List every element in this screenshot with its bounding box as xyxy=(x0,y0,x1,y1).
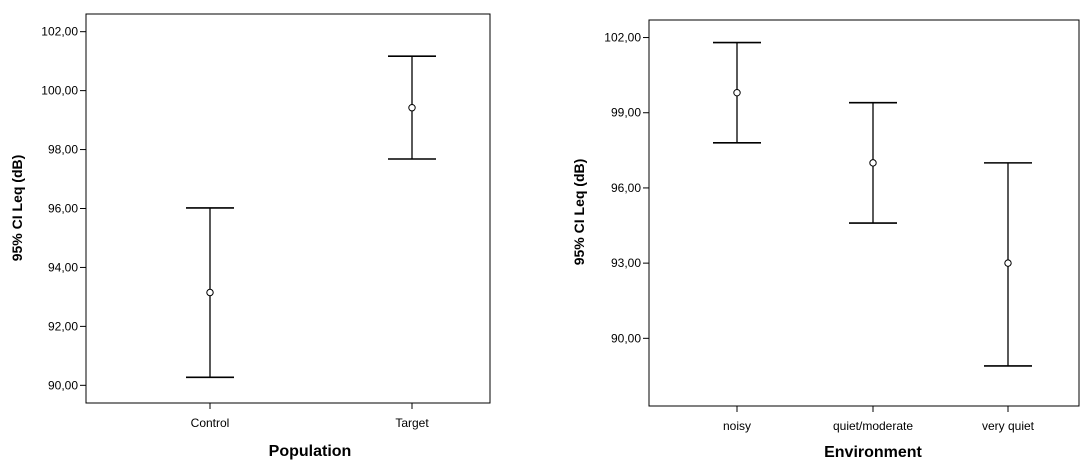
mean-point xyxy=(206,288,214,297)
y-tick-label: 102,00 xyxy=(604,31,641,45)
y-tick-label: 92,00 xyxy=(48,319,78,333)
x-axis-label: Population xyxy=(269,443,352,460)
x-axis-label: Environment xyxy=(824,444,922,460)
y-tick-label: 93,00 xyxy=(611,256,641,270)
y-axis-label: 95% CI Leq (dB) xyxy=(571,159,587,266)
x-tick-label: Control xyxy=(191,416,230,430)
chart-environment: Environment 95% CI Leq (dB) 90,00 93,00 96… xyxy=(571,19,1080,460)
y-axis-label: 95% CI Leq (dB) xyxy=(9,155,25,262)
y-tick-label: 99,00 xyxy=(611,106,641,120)
y-tick-label: 90,00 xyxy=(48,378,78,392)
x-tick-label: noisy xyxy=(723,419,751,433)
x-tick-label: very quiet xyxy=(982,419,1035,433)
x-tick-label: Target xyxy=(395,416,429,430)
mean-point xyxy=(408,104,416,112)
y-tick-label: 98,00 xyxy=(48,143,78,157)
y-tick-label: 96,00 xyxy=(611,181,641,195)
plot-frame xyxy=(85,13,491,404)
mean-point xyxy=(1004,259,1012,267)
y-tick-label: 96,00 xyxy=(48,202,78,216)
y-tick-label: 102,00 xyxy=(41,25,78,39)
y-tick-label: 94,00 xyxy=(48,260,78,274)
mean-point xyxy=(869,159,877,167)
y-tick-label: 100,00 xyxy=(41,84,78,98)
y-tick-label: 90,00 xyxy=(611,331,641,345)
chart-population: Population 95% CI Leq (dB) 90,00 92,00 94,… xyxy=(9,13,491,460)
mean-point xyxy=(733,88,741,97)
x-tick-label: quiet/moderate xyxy=(833,419,913,433)
plot-frame xyxy=(648,19,1080,407)
